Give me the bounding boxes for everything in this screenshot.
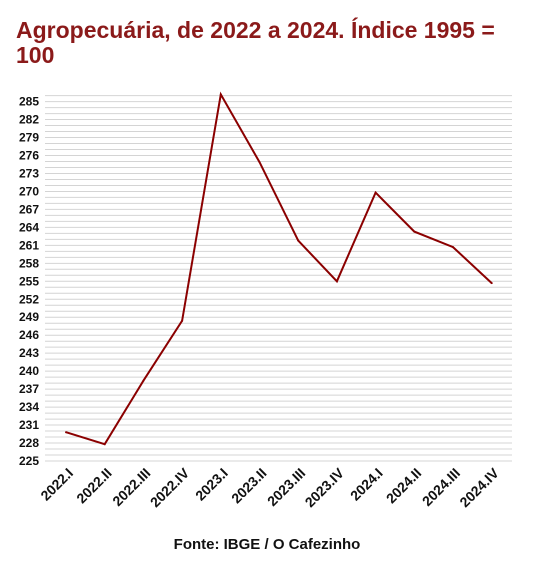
y-tick-label: 285 <box>19 95 39 109</box>
x-tick-label: 2022.I <box>37 465 76 504</box>
x-tick-label: 2024.II <box>383 465 425 507</box>
y-tick-label: 255 <box>19 274 39 288</box>
y-tick-label: 276 <box>19 148 39 162</box>
x-tick-label: 2023.IV <box>302 464 348 510</box>
data-point <box>181 319 184 322</box>
data-point <box>65 431 67 434</box>
y-tick-label: 282 <box>19 113 39 127</box>
x-tick-label: 2023.III <box>264 465 308 509</box>
x-tick-label: 2023.I <box>192 465 231 504</box>
y-tick-label: 270 <box>19 184 39 198</box>
x-tick-label: 2023.II <box>228 465 270 507</box>
x-tick-label: 2024.I <box>347 465 386 504</box>
y-tick-label: 243 <box>19 346 39 360</box>
data-point <box>258 161 261 164</box>
x-tick-label: 2024.III <box>419 465 463 509</box>
series-group <box>65 91 493 446</box>
series-line <box>65 91 493 446</box>
gridlines <box>45 95 512 462</box>
y-tick-label: 246 <box>19 328 39 342</box>
y-tick-label: 267 <box>19 202 39 216</box>
data-point <box>142 379 145 382</box>
data-point <box>413 230 416 233</box>
y-axis-ticks: 225 228 231 234 237 240 243 246 249 252 255 258 261 2… <box>19 95 39 468</box>
data-point <box>452 246 454 249</box>
y-tick-label: 225 <box>19 454 39 468</box>
y-tick-label: 231 <box>19 418 39 432</box>
x-tick-label: 2022.II <box>73 465 115 507</box>
y-tick-label: 252 <box>19 292 39 306</box>
data-point <box>219 93 222 96</box>
y-tick-label: 261 <box>19 238 39 252</box>
y-tick-label: 249 <box>19 310 39 324</box>
x-tick-label: 2022.III <box>109 465 153 509</box>
y-tick-label: 228 <box>19 436 39 450</box>
x-tick-label: 2022.IV <box>147 464 193 510</box>
y-tick-label: 240 <box>19 364 39 378</box>
y-tick-label: 237 <box>19 382 39 396</box>
source-note: Fonte: IBGE / O Cafezinho <box>173 536 361 553</box>
data-point <box>335 280 338 283</box>
y-tick-label: 258 <box>19 256 39 270</box>
data-point <box>297 239 300 242</box>
y-tick-label: 234 <box>19 400 39 414</box>
y-tick-label: 273 <box>19 166 39 180</box>
data-point <box>490 282 493 285</box>
y-tick-label: 264 <box>19 220 39 234</box>
data-point <box>374 191 377 194</box>
x-tick-label: 2024.IV <box>456 464 502 510</box>
y-tick-label: 279 <box>19 131 39 145</box>
data-point <box>103 443 106 446</box>
chart-title: Agropecuária, de 2022 a 2024. Índice 199… <box>16 17 495 68</box>
